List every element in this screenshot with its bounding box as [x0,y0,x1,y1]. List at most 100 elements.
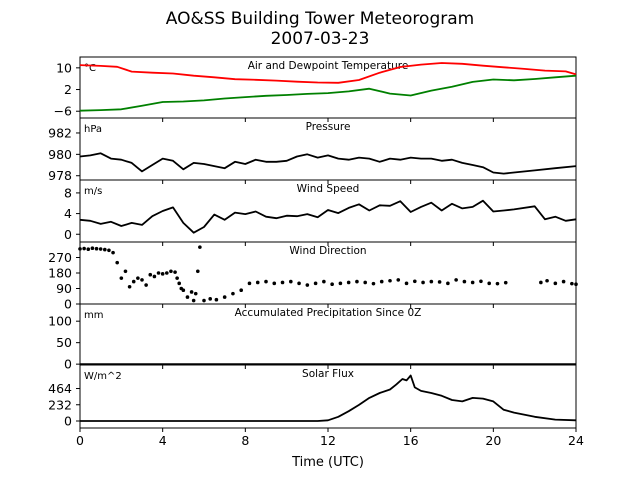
wind-direction-point [338,281,343,286]
wind-direction-point [272,281,277,286]
x-tick-label: 20 [485,433,501,448]
y-tick-label: −6 [54,104,72,119]
wind-direction-point [487,281,492,286]
wind-direction-point [222,295,227,299]
wind-direction-point [355,279,359,284]
y-tick-label: 100 [48,314,72,329]
wind-direction-point [396,278,401,282]
wind-direction-point [127,284,132,289]
wind-direction-point [208,297,212,301]
wind-direction-point [173,270,177,274]
series-line-1 [80,374,577,422]
panel-unit-label: hPa [84,124,102,135]
wind-direction-point [156,271,161,275]
wind-direction-point [175,276,179,280]
y-tick-label: 232 [48,397,72,412]
series-line-1 [79,152,577,175]
wind-direction-point [570,281,574,286]
figure-title-line1: AO&SS Building Tower Meteorogram [166,9,474,29]
panel-unit-label: °C [84,63,96,74]
panel-5: 100 50 0 Accumulated Precipitation Since 0Z… [48,303,577,372]
wind-direction-point [189,290,194,294]
wind-direction-point [297,281,301,286]
wind-direction-point [255,280,260,285]
series-line-1 [79,62,577,84]
wind-direction-point [193,291,198,296]
wind-direction-point [437,280,442,284]
y-tick-label: 982 [48,125,72,140]
wind-direction-point [388,278,392,283]
wind-direction-point [289,279,293,284]
y-tick-label: 980 [48,147,72,162]
x-tick-label: 12 [320,433,336,448]
y-tick-label: 978 [48,168,72,183]
wind-direction-point [470,280,475,285]
panel-2: 982 980 978 Pressure hPa [48,117,577,184]
wind-direction-point [119,276,124,280]
wind-direction-point [545,278,549,283]
wind-direction-point [371,281,376,286]
panel-title: Accumulated Precipitation Since 0Z [235,307,422,319]
wind-direction-point [462,279,467,284]
wind-direction-point [322,279,326,284]
wind-direction-point [140,278,144,282]
wind-direction-point [479,279,483,284]
wind-direction-point [165,271,169,275]
panel-title: Air and Dewpoint Temperature [248,60,409,72]
wind-direction-point [247,281,252,286]
y-tick-label: 2 [64,82,72,97]
x-tick-label: 8 [241,433,249,448]
wind-direction-point [429,279,434,284]
x-tick-label: 16 [403,433,419,448]
wind-direction-point [152,274,157,279]
panel-title: Solar Flux [302,368,354,380]
wind-direction-point [446,281,450,286]
wind-direction-point [264,279,268,284]
panel-3: 8 4 0 Wind Speed m/s [64,179,577,246]
y-tick-label: 0 [64,297,72,312]
x-tick-label: 0 [76,433,84,448]
y-tick-label: 4 [64,206,72,221]
panel-title: Wind Speed [297,183,360,195]
wind-direction-point [107,248,111,253]
wind-direction-point [160,272,165,276]
wind-direction-point [239,288,243,293]
wind-direction-point [561,279,566,284]
figure-title-line2: 2007-03-23 [271,29,370,49]
wind-direction-point [421,280,425,285]
wind-direction-point [503,280,508,285]
wind-direction-point [202,298,206,303]
wind-direction-point [82,246,86,251]
wind-direction-point [94,246,99,251]
x-axis-label: Time (UTC) [291,455,364,470]
wind-direction-point [115,260,119,265]
wind-direction-point [98,247,103,251]
wind-direction-point [198,245,202,249]
wind-direction-point [539,280,543,285]
wind-direction-point [136,276,140,280]
wind-direction-point [148,272,153,277]
wind-direction-point [280,280,285,285]
wind-direction-point [363,280,368,285]
wind-direction-point [185,295,190,299]
wind-direction-point [196,269,200,274]
wind-direction-point [191,298,196,303]
y-tick-label: 90 [56,281,72,296]
wind-direction-point [305,283,310,287]
x-tick-label: 4 [159,433,167,448]
wind-direction-point [313,281,318,286]
panel-title: Wind Direction [289,245,366,257]
wind-direction-point [495,281,500,286]
panel-title: Pressure [306,121,351,133]
wind-direction-point [553,281,558,286]
panel-unit-label: W/m^2 [84,371,122,382]
panel-unit-label: mm [84,310,103,321]
wind-direction-point [144,283,148,287]
y-tick-label: 180 [48,266,72,281]
wind-direction-point [169,269,173,274]
wind-direction-point [379,279,384,284]
y-tick-label: 0 [64,357,72,372]
